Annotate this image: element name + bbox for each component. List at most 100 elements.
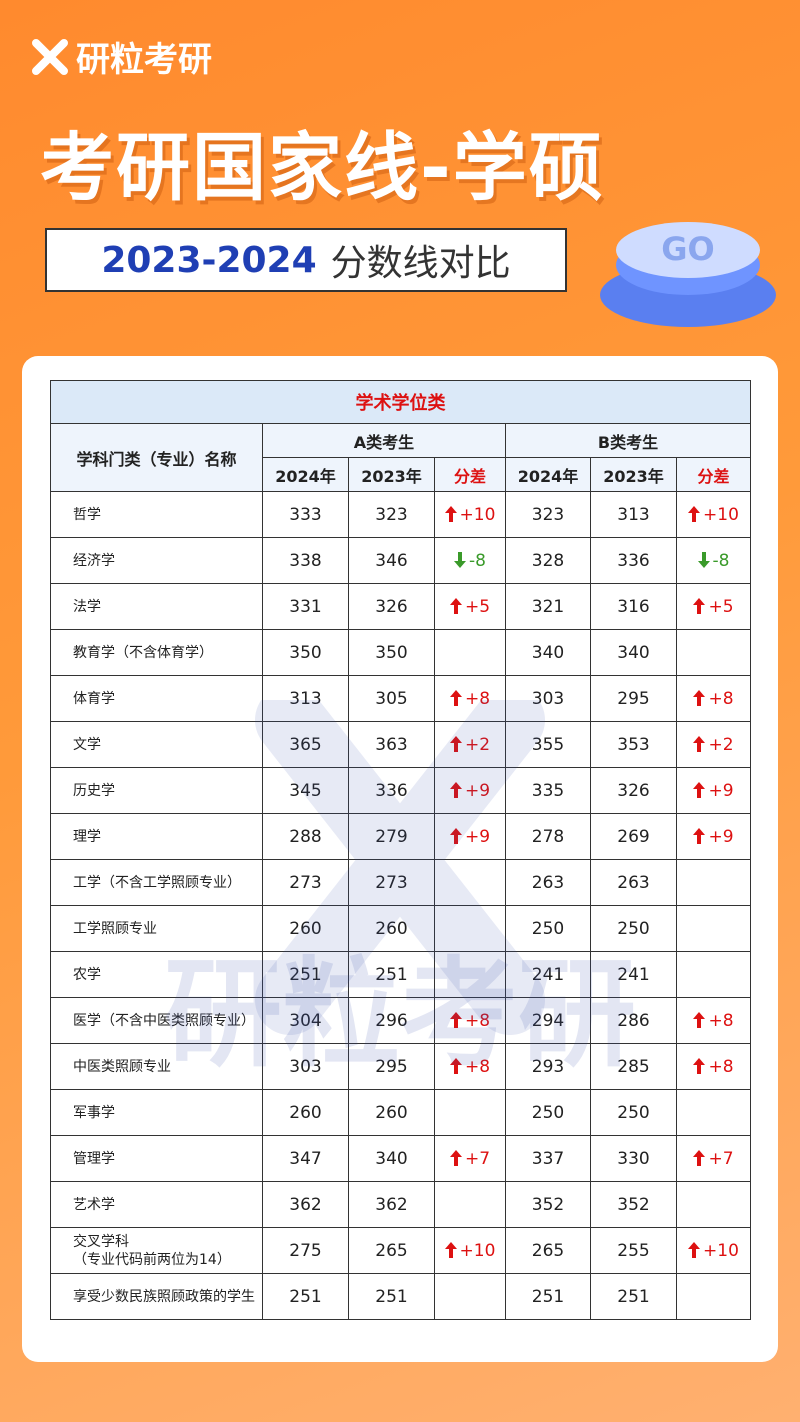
score-cell: 279 xyxy=(348,813,435,860)
score-cell: 353 xyxy=(590,721,677,768)
score-cell: 340 xyxy=(505,629,591,676)
diff-value: +8 xyxy=(464,1010,491,1031)
diff-cell: +8 xyxy=(676,1043,751,1090)
row-name: 体育学 xyxy=(50,675,263,722)
arrow-up xyxy=(693,781,706,798)
diff-value: +9 xyxy=(464,826,491,847)
score-cell: 241 xyxy=(505,951,591,998)
diff-value: +8 xyxy=(708,1010,734,1031)
score-cell: 323 xyxy=(505,491,591,538)
score-cell: 286 xyxy=(590,997,677,1044)
row-name-text: 交叉学科 xyxy=(73,1233,129,1250)
years: 2023-2024 xyxy=(101,239,317,281)
score-cell: 313 xyxy=(262,675,349,722)
score-table: 学术学位类 学科门类（专业）名称 A类考生 B类考生 2024年 2023年 分差 2… xyxy=(50,380,751,1320)
diff-cell xyxy=(676,1273,751,1320)
column-header: 2024年 xyxy=(262,457,349,492)
row-name-text: 理学 xyxy=(73,828,101,845)
table-row: 中医类照顾专业 303 295 +8 293 285 +8 xyxy=(50,1043,751,1090)
go-button: GO xyxy=(600,222,776,327)
row-name-text: 教育学（不含体育学） xyxy=(73,644,213,661)
table-row: 军事学 260 260 250 250 xyxy=(50,1089,751,1136)
diff-value: -8 xyxy=(469,550,486,571)
score-cell: 241 xyxy=(590,951,677,998)
score-cell: 326 xyxy=(348,583,435,630)
score-cell: 362 xyxy=(348,1181,435,1228)
score-cell: 250 xyxy=(590,905,677,952)
logo-icon xyxy=(32,38,68,75)
diff-cell: +8 xyxy=(434,675,506,722)
diff-value: +10 xyxy=(703,1240,739,1261)
column-header: 分差 xyxy=(434,457,506,492)
diff-cell xyxy=(434,629,506,676)
diff-cell xyxy=(434,859,506,906)
score-cell: 273 xyxy=(262,859,349,906)
score-cell: 303 xyxy=(505,675,591,722)
score-cell: 346 xyxy=(348,537,435,584)
table-row: 经济学 338 346 -8 328 336 -8 xyxy=(50,537,751,584)
diff-cell xyxy=(676,1181,751,1228)
score-cell: 365 xyxy=(262,721,349,768)
score-cell: 355 xyxy=(505,721,591,768)
score-cell: 323 xyxy=(348,491,435,538)
row-name: 军事学 xyxy=(50,1089,263,1136)
score-cell: 285 xyxy=(590,1043,677,1090)
arrow-up xyxy=(693,735,706,752)
score-cell: 251 xyxy=(262,1273,349,1320)
score-cell: 273 xyxy=(348,859,435,906)
score-cell: 352 xyxy=(590,1181,677,1228)
diff-cell xyxy=(434,951,506,998)
table-row: 工学照顾专业 260 260 250 250 xyxy=(50,905,751,952)
score-cell: 251 xyxy=(348,1273,435,1320)
row-name: 法学 xyxy=(50,583,263,630)
row-name: 经济学 xyxy=(50,537,263,584)
row-name-text: 文学 xyxy=(73,736,101,753)
diff-cell: +9 xyxy=(434,767,506,814)
diff-cell: +8 xyxy=(434,997,506,1044)
table-row: 交叉学科 （专业代码前两位为14） 275 265 +10 265 255 +10 xyxy=(50,1227,751,1274)
row-name: 艺术学 xyxy=(50,1181,263,1228)
diff-cell xyxy=(434,1273,506,1320)
score-cell: 338 xyxy=(262,537,349,584)
arrow-up xyxy=(449,735,462,752)
row-name: 交叉学科 （专业代码前两位为14） xyxy=(50,1227,263,1274)
group-header: A类考生 xyxy=(262,423,506,458)
score-cell: 263 xyxy=(590,859,677,906)
row-name-note: （专业代码前两位为14） xyxy=(73,1251,231,1268)
row-name-text: 法学 xyxy=(73,598,101,615)
diff-value: +9 xyxy=(464,780,491,801)
score-cell: 347 xyxy=(262,1135,349,1182)
diff-cell: +5 xyxy=(434,583,506,630)
diff-cell: +7 xyxy=(434,1135,506,1182)
score-cell: 326 xyxy=(590,767,677,814)
arrow-up xyxy=(449,597,462,614)
column-header: 分差 xyxy=(676,457,751,492)
row-name: 工学照顾专业 xyxy=(50,905,263,952)
arrow-up xyxy=(693,597,706,614)
score-cell: 250 xyxy=(505,1089,591,1136)
score-cell: 328 xyxy=(505,537,591,584)
row-name-text: 艺术学 xyxy=(73,1196,115,1213)
group-header: B类考生 xyxy=(505,423,751,458)
diff-cell: +9 xyxy=(676,813,751,860)
arrow-up xyxy=(449,827,462,844)
arrow-up xyxy=(449,1057,462,1074)
diff-cell: +8 xyxy=(676,997,751,1044)
diff-value: +9 xyxy=(708,826,734,847)
row-name: 管理学 xyxy=(50,1135,263,1182)
arrow-down xyxy=(697,551,710,568)
row-name-text: 军事学 xyxy=(73,1104,115,1121)
diff-cell: -8 xyxy=(434,537,506,584)
table-row: 工学（不含工学照顾专业） 273 273 263 263 xyxy=(50,859,751,906)
score-cell: 345 xyxy=(262,767,349,814)
diff-cell: +10 xyxy=(676,1227,751,1274)
diff-cell: +5 xyxy=(676,583,751,630)
diff-cell xyxy=(676,905,751,952)
score-cell: 260 xyxy=(348,1089,435,1136)
score-cell: 303 xyxy=(262,1043,349,1090)
diff-cell xyxy=(676,629,751,676)
score-cell: 295 xyxy=(590,675,677,722)
diff-cell: +2 xyxy=(434,721,506,768)
diff-value: +9 xyxy=(708,780,734,801)
